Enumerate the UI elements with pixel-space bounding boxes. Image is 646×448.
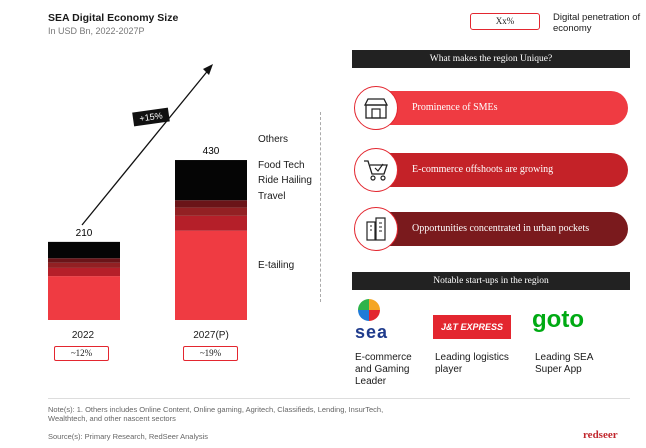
- chart-title: SEA Digital Economy Size: [48, 12, 179, 24]
- startups-heading: Notable start-ups in the region: [352, 272, 630, 290]
- stacked-bar-chart: 210 430: [48, 64, 247, 320]
- divider: [320, 112, 321, 302]
- startup-caption-jnt: Leading logistics player: [435, 352, 509, 375]
- startup-caption-goto: Leading SEA Super App: [535, 352, 593, 375]
- shop-icon: [354, 86, 398, 130]
- bar-segment-travel-2027: [175, 215, 247, 231]
- x-label-2027: 2027(P): [193, 330, 229, 341]
- unique-item-urban: Opportunities concentrated in urban pock…: [358, 212, 628, 246]
- series-label-others: Others: [258, 134, 289, 145]
- growth-arrow: [81, 64, 213, 226]
- bar-segment-others-2027: [175, 160, 247, 201]
- penetration-2022: ~12%: [54, 346, 109, 361]
- series-label-food-tech: Food Tech: [258, 160, 305, 171]
- jnt-logo: J&T EXPRESS: [433, 315, 511, 339]
- bar-segment-ride-hailing-2022: [48, 262, 120, 268]
- bar-segment-others-2022: [48, 241, 120, 259]
- series-label-travel: Travel: [258, 191, 286, 202]
- sea-logo-icon: [358, 299, 380, 321]
- bar-segment-e-tailing-2022: [48, 276, 120, 320]
- startup-caption-sea: E-commerce and Gaming Leader: [355, 352, 412, 387]
- series-label-etailing: E-tailing: [258, 260, 295, 271]
- unique-item-label: E-commerce offshoots are growing: [412, 164, 554, 175]
- goto-logo: goto: [532, 306, 584, 333]
- bar-total-label: 210: [76, 228, 93, 239]
- penetration-2027: ~19%: [183, 346, 238, 361]
- chart-subtitle: In USD Bn, 2022-2027P: [48, 26, 145, 36]
- series-label-ride-hailing: Ride Hailing: [258, 175, 312, 186]
- brand-logo: redseer: [583, 429, 618, 441]
- cart-icon: [354, 148, 398, 192]
- unique-item-smes: Prominence of SMEs: [358, 91, 628, 125]
- unique-item-label: Prominence of SMEs: [412, 102, 498, 113]
- bar-segment-ride-hailing-2027: [175, 207, 247, 216]
- bar-segment-e-tailing-2027: [175, 230, 247, 320]
- footer-source: Source(s): Primary Research, RedSeer Ana…: [48, 432, 209, 441]
- bar-segment-food-tech-2027: [175, 200, 247, 208]
- footer-rule: [48, 398, 630, 399]
- bar-segment-food-tech-2022: [48, 258, 120, 263]
- unique-item-label: Opportunities concentrated in urban pock…: [412, 223, 590, 234]
- unique-heading: What makes the region Unique?: [352, 50, 630, 68]
- bar-segment-travel-2022: [48, 267, 120, 277]
- penetration-legend-box: Xx%: [470, 13, 540, 30]
- footer-note: Note(s): 1. Others includes Online Conte…: [48, 405, 384, 423]
- penetration-legend-text: Digital penetration of economy: [553, 12, 641, 34]
- x-label-2022: 2022: [71, 330, 95, 341]
- buildings-icon: [354, 207, 398, 251]
- unique-item-ecommerce: E-commerce offshoots are growing: [358, 153, 628, 187]
- bar-total-label: 430: [203, 146, 220, 157]
- sea-logo-text: sea: [355, 322, 389, 342]
